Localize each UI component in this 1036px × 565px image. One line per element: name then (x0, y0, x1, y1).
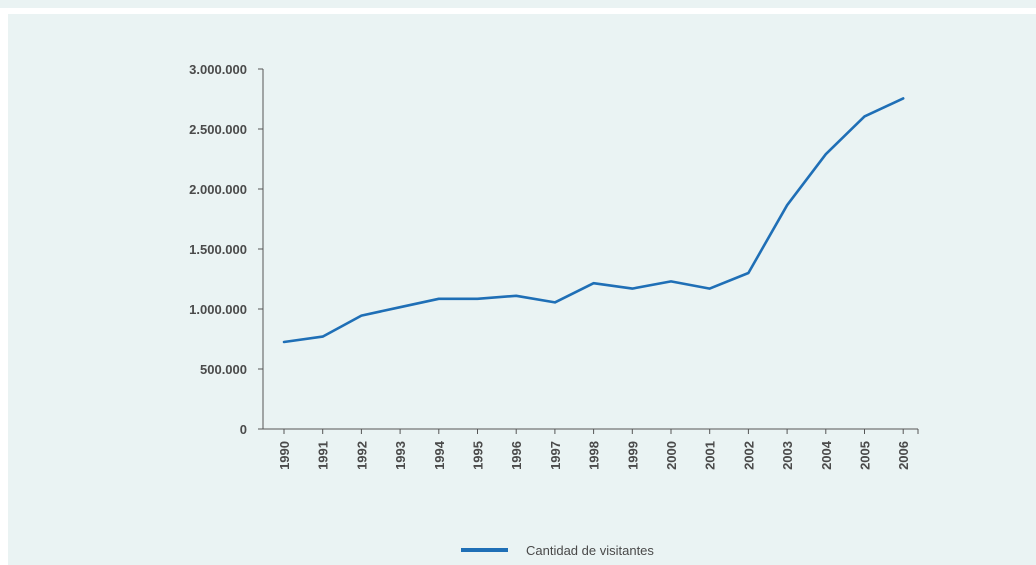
x-tick-label: 2004 (819, 440, 834, 470)
x-tick-label: 1992 (354, 441, 369, 470)
y-axis: 0 500.000 1.000.000 1.500.000 2.000.000 2.500… (189, 62, 264, 437)
y-tick-label: 2.000.000 (189, 182, 247, 197)
y-tick-label: 3.000.000 (189, 62, 247, 77)
x-tick-label: 1999 (625, 441, 640, 470)
x-tick-label: 2005 (858, 441, 873, 470)
y-tick-label: 500.000 (200, 362, 247, 377)
top-background-strip (0, 0, 1036, 8)
x-tick-label: 1990 (277, 441, 292, 470)
y-tick-label: 2.500.000 (189, 122, 247, 137)
x-tick-label: 1994 (432, 440, 447, 470)
x-tick-label: 1993 (393, 441, 408, 470)
x-tick-label: 1996 (509, 441, 524, 470)
series-layer (282, 97, 905, 344)
legend-label: Cantidad de visitantes (526, 543, 654, 558)
x-tick-label: 2003 (780, 441, 795, 470)
x-tick-label: 1997 (548, 441, 563, 470)
x-tick-label: 1991 (316, 441, 331, 470)
x-tick-label: 2006 (896, 441, 911, 470)
series-line (282, 97, 905, 344)
x-axis: 1990 1991 1992 1993 1994 1995 1996 1997 1998 1999… (263, 428, 919, 470)
x-tick-label: 1998 (587, 441, 602, 470)
y-tick-label: 0 (240, 422, 247, 437)
x-tick-label: 2000 (664, 441, 679, 470)
x-tick-label: 1995 (471, 441, 486, 470)
y-tick-label: 1.500.000 (189, 242, 247, 257)
legend: Cantidad de visitantes (461, 543, 654, 558)
chart-panel (8, 14, 1036, 565)
y-tick-label: 1.000.000 (189, 302, 247, 317)
x-tick-label: 2001 (703, 441, 718, 470)
x-tick-label: 2002 (741, 441, 756, 470)
